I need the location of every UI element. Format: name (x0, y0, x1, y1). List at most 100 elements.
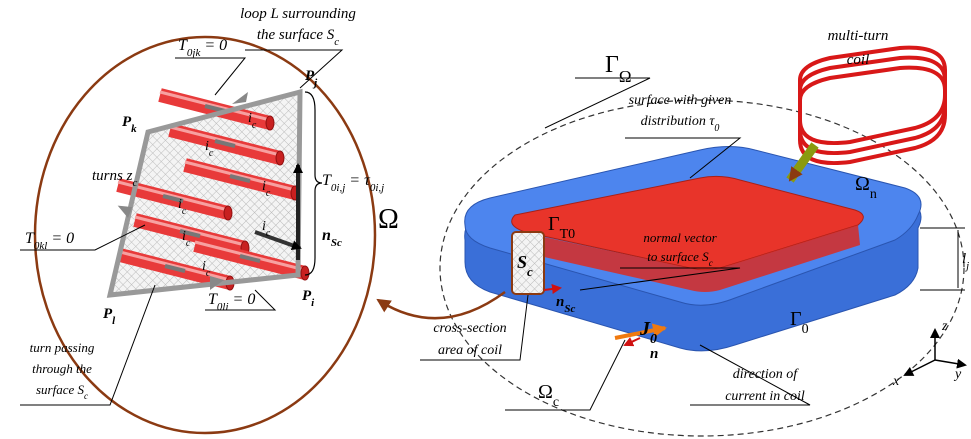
label: ic (202, 259, 211, 279)
label-part: surface with given (629, 93, 732, 108)
label: lj (962, 251, 969, 272)
label-part: l (112, 315, 116, 327)
label: Pj (305, 68, 318, 89)
label-part: c (209, 148, 214, 159)
label: n (650, 346, 658, 362)
label: ic (205, 139, 214, 159)
label-part: surface S (36, 382, 85, 397)
label: ΓT0 (548, 213, 575, 242)
label-part: T (25, 230, 35, 247)
label-part: 0jk (187, 47, 202, 59)
label-part: Γ (605, 52, 619, 78)
label: ic (248, 111, 257, 131)
turn-highlight (194, 240, 306, 272)
label: T0li = 0 (208, 291, 255, 313)
label-part: coil (847, 52, 870, 68)
label-part: c (266, 188, 271, 199)
turn-core (229, 174, 251, 183)
label: direction of (733, 367, 800, 382)
label-part: c (252, 120, 257, 131)
label-part: P (103, 306, 113, 322)
label-part: Ω (538, 381, 553, 403)
label: J0 (639, 318, 657, 347)
label-part: direction of (733, 367, 800, 382)
label-part: j (964, 260, 969, 272)
coil-inner-wall (520, 225, 860, 292)
label: normal vector (643, 230, 717, 245)
label: surface with given (629, 93, 732, 108)
label: T0jk = 0 (178, 37, 227, 59)
label-part: T (208, 291, 218, 308)
turn-highlight (134, 215, 246, 247)
normal-vector (254, 230, 302, 251)
label-part: normal vector (643, 230, 717, 245)
label-part: Sc (331, 237, 342, 249)
label-part: turns z (92, 168, 133, 184)
label: coil (847, 52, 870, 68)
label-part: n (650, 346, 658, 362)
label-part: i (311, 297, 315, 309)
label-part: i (262, 219, 266, 234)
label-part: c (182, 206, 187, 217)
label-part: current in coil (725, 389, 805, 404)
label-part: 0i,j (331, 182, 345, 194)
turn-end (275, 150, 285, 166)
label-part: c (553, 395, 559, 410)
label: Γ0 (790, 308, 809, 337)
label-part: i (202, 259, 206, 274)
label: T0i,j = τ0i,j (322, 172, 384, 194)
label: ic (178, 197, 187, 217)
label-part: turn passing (30, 340, 95, 355)
turn-highlight (184, 160, 296, 192)
multi-turn-coil (798, 45, 947, 165)
label-part: area of coil (438, 343, 502, 358)
turn-end (223, 205, 233, 221)
label: ic (262, 219, 271, 239)
label: ic (182, 229, 191, 249)
label-part: T (178, 37, 188, 54)
label-part: 0 (714, 123, 719, 134)
label: to surface Sc (647, 249, 712, 268)
label-part: 0 (802, 322, 809, 337)
label-part: n (870, 187, 877, 202)
label: Sc (517, 252, 533, 279)
label-part: k (131, 123, 137, 135)
label-part: c (527, 264, 533, 279)
label-part: = 0 (229, 291, 256, 308)
turn-highlight (169, 125, 281, 157)
label: current in coil (725, 389, 805, 404)
surface-sc (110, 92, 300, 295)
cross-section (511, 231, 545, 295)
label-part: P (305, 68, 315, 84)
label-part: = 0 (47, 230, 74, 247)
label-part: c (266, 228, 271, 239)
label-part: Γ (790, 308, 802, 330)
label-part: y (953, 367, 962, 382)
label-part: Ω (855, 173, 870, 195)
label-part: multi-turn (828, 28, 889, 44)
label: cross-section (433, 321, 506, 336)
label: ΓΩ (605, 52, 632, 86)
label: z (941, 319, 948, 334)
label-part: T (322, 172, 332, 189)
label-part: the surface S (257, 27, 335, 43)
label-part: c (132, 177, 137, 189)
label: surface Sc (36, 382, 88, 401)
label-part: P (122, 114, 132, 130)
label: T0kl = 0 (25, 230, 74, 252)
label: y (953, 367, 962, 382)
callouts (20, 49, 811, 411)
label: area of coil (438, 343, 502, 358)
label: Ω (378, 204, 399, 235)
current-arrow (614, 323, 667, 340)
label: x (892, 374, 900, 389)
label: Ωn (855, 173, 877, 202)
label: Ωc (538, 381, 559, 410)
label-part: P (302, 288, 312, 304)
label-part: i (205, 139, 209, 154)
label-part: Ω (378, 204, 399, 235)
loop-arrows (117, 92, 248, 290)
label: turn passing (30, 340, 95, 355)
